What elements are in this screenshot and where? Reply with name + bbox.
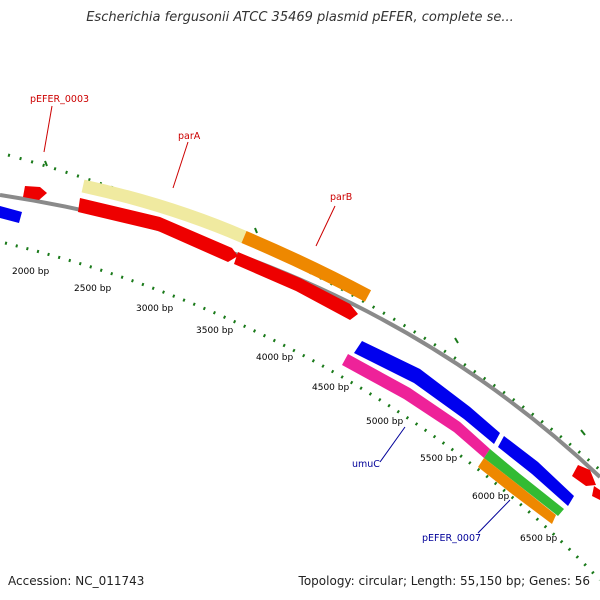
scale-label: 5500 bp: [420, 454, 457, 464]
scale-label: 6500 bp: [520, 534, 557, 544]
scale-label: 2500 bp: [74, 284, 111, 294]
gene-label-parB[interactable]: parB: [330, 192, 352, 203]
accession-text: Accession: NC_011743: [8, 574, 145, 588]
page-title: Escherichia fergusonii ATCC 35469 plasmi…: [86, 10, 514, 25]
scale-label: 5000 bp: [366, 417, 403, 427]
features: [0, 179, 600, 524]
leader-lines: [43, 105, 511, 534]
gene-label-pEFER_0003[interactable]: pEFER_0003: [30, 94, 89, 105]
gene-label-umuC[interactable]: umuC: [352, 459, 380, 470]
scale-label: 2000 bp: [12, 267, 49, 277]
backbone-arc: [0, 193, 600, 479]
scale-label: 3500 bp: [196, 326, 233, 336]
scale-label: 4500 bp: [312, 383, 349, 393]
inner-tick-ring: [4, 241, 600, 582]
gene-parB[interactable]: [241, 231, 372, 302]
gene-label-pEFER_0007[interactable]: pEFER_0007: [422, 533, 481, 544]
scale-label: 6000 bp: [472, 492, 509, 502]
gene-label-parA[interactable]: parA: [178, 131, 201, 142]
gene-umuC[interactable]: [342, 354, 490, 458]
gene-parA[interactable]: [81, 179, 247, 243]
gene-red-right-1[interactable]: [572, 465, 596, 486]
scale-label: 3000 bp: [136, 304, 173, 314]
gene-red-2[interactable]: [234, 252, 358, 320]
scale-label: 4000 bp: [256, 353, 293, 363]
gene-blue-1[interactable]: [354, 341, 500, 444]
gene-labels: pEFER_0003 parA parB umuC pEFER_0007: [30, 94, 481, 544]
gene-blue-left[interactable]: [0, 206, 22, 223]
gene-red-right-2[interactable]: [592, 486, 600, 500]
gene-pEFER_0003[interactable]: [23, 186, 47, 200]
scale-labels: 2000 bp 2500 bp 3000 bp 3500 bp 4000 bp …: [12, 267, 557, 544]
summary-text: Topology: circular; Length: 55,150 bp; G…: [298, 574, 590, 588]
gene-orange-lower[interactable]: [478, 458, 556, 524]
outer-major-ticks: [44, 160, 586, 436]
gene-green[interactable]: [484, 449, 564, 516]
gene-blue-2[interactable]: [498, 436, 574, 506]
gene-red-1[interactable]: [78, 198, 238, 262]
